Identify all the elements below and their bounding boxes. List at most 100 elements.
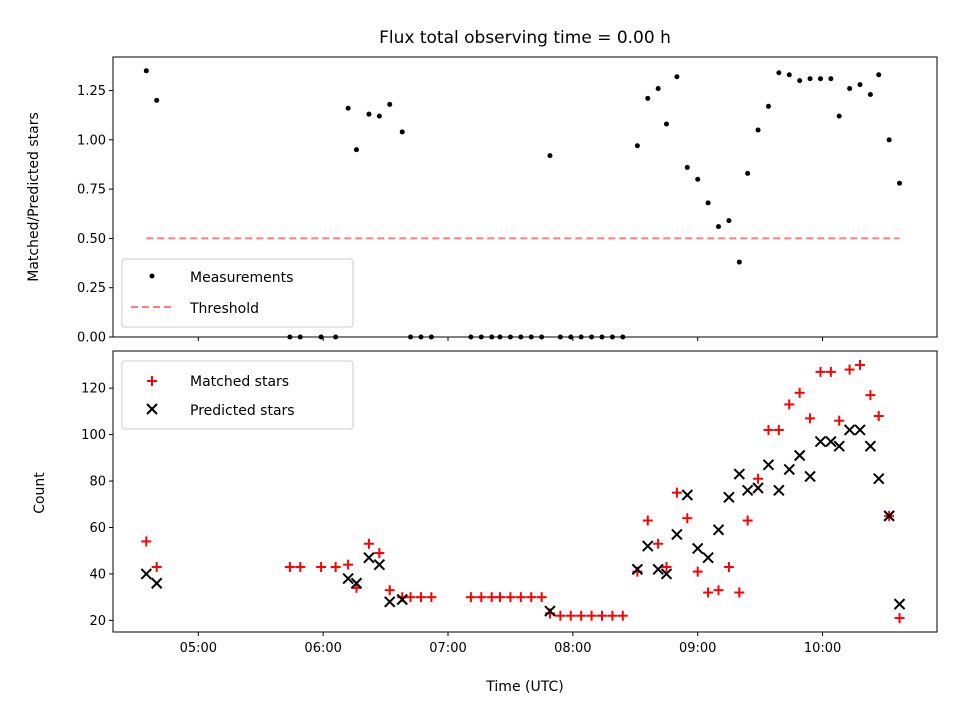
- legend-matched-label: Matched stars: [190, 374, 289, 390]
- y-tick-label: 0.75: [77, 183, 106, 198]
- measurement-point: [705, 200, 711, 206]
- y-tick-label: 0.25: [77, 281, 106, 296]
- x-tick-label: 05:00: [180, 641, 217, 656]
- legend-predicted-marker: [146, 403, 158, 415]
- matched-stars-point: [713, 585, 724, 596]
- predicted-stars-point: [363, 551, 375, 564]
- matched-stars-point: [284, 561, 295, 572]
- legend-matched-marker: [147, 376, 157, 386]
- matched-stars-point: [773, 424, 784, 435]
- x-tick-label: 08:00: [554, 641, 591, 656]
- y-tick-label: 0.50: [77, 232, 106, 247]
- measurement-point: [857, 82, 863, 88]
- measurement-point: [745, 170, 751, 176]
- matched-stars-point: [495, 592, 506, 603]
- predicted-stars-point: [783, 463, 795, 476]
- x-tick-label: 06:00: [304, 641, 341, 656]
- matched-stars-point: [815, 366, 826, 377]
- x-tick-label: 07:00: [429, 641, 466, 656]
- matched-stars-point: [753, 473, 764, 484]
- matched-stars-point: [505, 592, 516, 603]
- y-tick-label: 0.00: [77, 331, 106, 346]
- bottom-y-axis-label: Count: [32, 472, 48, 514]
- predicted-stars-point: [384, 596, 396, 608]
- matched-stars-point: [526, 592, 537, 603]
- predicted-stars-point: [773, 484, 785, 497]
- measurement-point: [655, 86, 661, 92]
- measurement-point: [755, 127, 761, 133]
- matched-stars-point: [343, 559, 354, 570]
- legend-measurements-label: Measurements: [190, 270, 293, 286]
- measurement-point: [897, 180, 903, 186]
- predicted-stars-point: [843, 424, 856, 436]
- matched-stars-point: [825, 366, 836, 377]
- predicted-stars-point: [833, 440, 845, 452]
- predicted-stars-point: [723, 491, 735, 504]
- matched-stars-point: [642, 515, 653, 526]
- matched-stars-point: [653, 538, 664, 549]
- measurement-point: [684, 164, 690, 170]
- measurement-point: [786, 72, 792, 78]
- predicted-stars-point: [642, 540, 654, 552]
- y-tick-label: 80: [89, 475, 106, 490]
- matched-stars-point: [834, 415, 845, 426]
- predicted-stars-point: [652, 563, 664, 576]
- x-tick-label: 10:00: [804, 641, 841, 656]
- bottom-legend-box: [121, 360, 354, 430]
- measurement-point: [674, 74, 680, 80]
- matched-stars-point: [742, 515, 753, 526]
- measurement-point: [765, 103, 771, 109]
- predicted-stars-point: [854, 424, 866, 436]
- matched-stars-point: [844, 364, 855, 375]
- measurement-point: [366, 111, 372, 117]
- measurement-point: [345, 105, 351, 111]
- measurement-point: [143, 68, 149, 74]
- measurement-point: [376, 113, 382, 119]
- matched-stars-point: [374, 548, 385, 559]
- matched-stars-point: [405, 592, 416, 603]
- matched-stars-point: [805, 413, 816, 424]
- top-legend: Measurements Threshold: [121, 258, 354, 328]
- measurement-point: [716, 224, 722, 230]
- predicted-stars-point: [150, 577, 163, 589]
- y-tick-label: 100: [81, 428, 106, 443]
- measurement-point: [154, 97, 160, 103]
- predicted-stars-point: [691, 542, 704, 555]
- measurement-point: [776, 70, 782, 76]
- predicted-stars-point: [660, 568, 673, 580]
- measurement-point: [663, 121, 669, 127]
- x-tick-label: 09:00: [679, 641, 716, 656]
- matched-stars-point: [873, 411, 884, 422]
- measurement-point: [399, 129, 405, 135]
- matched-stars-point: [596, 610, 607, 621]
- measurement-point: [797, 78, 803, 84]
- predicted-stars-point: [712, 524, 725, 536]
- matched-stars-point: [465, 592, 476, 603]
- predicted-stars-point: [864, 440, 877, 452]
- matched-stars-point: [855, 359, 866, 370]
- matched-stars-point: [794, 387, 805, 398]
- predicted-stars-point: [762, 459, 775, 471]
- matched-stars-point: [734, 587, 745, 598]
- top-legend-box: [121, 258, 354, 328]
- predicted-stars-point: [741, 484, 754, 497]
- matched-stars-point: [295, 561, 306, 572]
- predicted-stars-point: [350, 577, 363, 589]
- matched-stars-point: [141, 536, 152, 547]
- measurement-point: [726, 218, 732, 224]
- measurement-point: [736, 259, 742, 265]
- matched-stars-point: [784, 399, 795, 410]
- star-count-panel: Count Time (UTC) 20 40 60 80 100 120 05:00 06:0…: [32, 350, 938, 695]
- predicted-stars-point: [883, 510, 895, 522]
- measurement-point: [836, 113, 842, 119]
- matched-stars-point: [316, 561, 327, 572]
- matched-stars-point: [330, 561, 341, 572]
- y-tick-label: 1.25: [77, 84, 106, 99]
- matched-stars-point: [576, 610, 587, 621]
- matched-stars-point: [894, 613, 905, 624]
- measurement-point: [876, 72, 882, 78]
- matched-stars-point: [617, 610, 628, 621]
- y-tick-label: 1.00: [77, 133, 106, 148]
- matched-stars-point: [476, 592, 487, 603]
